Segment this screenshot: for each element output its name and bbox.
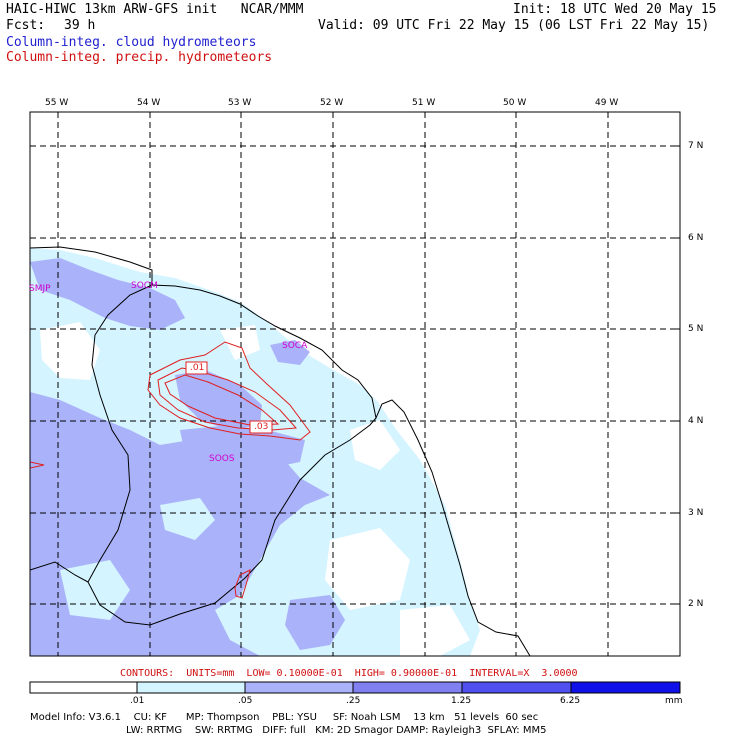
lon-label: 52 W — [320, 98, 344, 108]
lat-label: 2 N — [688, 599, 704, 609]
station-label: SOCA — [282, 341, 308, 351]
lat-label: 3 N — [688, 508, 704, 518]
lon-label: 51 W — [412, 98, 436, 108]
model-info-line2: LW: RRTMG SW: RRTMG DIFF: full KM: 2D Sm… — [126, 725, 547, 736]
lon-label: 50 W — [503, 98, 527, 108]
border — [30, 561, 89, 583]
clear-patch — [400, 605, 470, 656]
frame-ticks — [57, 112, 680, 605]
map-frame — [29, 111, 681, 657]
colorbar — [29, 681, 681, 694]
colorbar-unit: mm — [665, 696, 683, 706]
lat-label: 4 N — [688, 416, 704, 426]
clear-patch — [350, 420, 400, 470]
contour-label: .03 — [254, 422, 269, 432]
colorbar-tick: 6.25 — [560, 696, 581, 706]
colorbar-tick: .25 — [346, 696, 361, 706]
clear-patch — [60, 560, 130, 620]
station-label: SOOS — [209, 454, 235, 464]
lon-label: 53 W — [228, 98, 252, 108]
clear-patch — [40, 322, 100, 380]
lon-label: 55 W — [45, 98, 69, 108]
precip-contour — [147, 341, 311, 441]
contour-label-box — [249, 420, 273, 434]
cloud-field-mid — [285, 595, 345, 650]
contour-label: .01 — [190, 363, 205, 373]
contour-info: CONTOURS: UNITS=mm LOW= 0.10000E-01 HIGH… — [120, 668, 578, 679]
valid-time: Valid: 09 UTC Fri 22 May 15 (06 LST Fri … — [318, 18, 710, 33]
cloud-field-mid — [270, 340, 310, 365]
lat-label: 5 N — [688, 324, 704, 334]
station-label: SMJP — [29, 284, 51, 294]
precip-contour — [234, 569, 251, 599]
lon-label: 54 W — [137, 98, 161, 108]
lon-label: 49 W — [595, 98, 619, 108]
model-info-line1: Model Info: V3.6.1 CU: KF MP: Thompson P… — [30, 712, 539, 723]
clear-patch — [325, 528, 410, 610]
clear-patch — [220, 325, 260, 360]
precip-contour — [30, 461, 45, 469]
colorbar-tick: .05 — [238, 696, 253, 706]
cloud-field-mid — [30, 258, 185, 330]
colorbar-tick: .01 — [130, 696, 145, 706]
border — [87, 284, 377, 626]
station-label: SOCM — [131, 281, 158, 291]
cloud-field-mid — [175, 370, 262, 430]
init-time: Init: 18 UTC Wed 20 May 15 — [513, 2, 717, 17]
lat-label: 6 N — [688, 233, 704, 243]
precip-contour — [164, 374, 280, 426]
lat-label: 7 N — [688, 141, 704, 151]
fcst-label: Fcst: — [6, 18, 46, 33]
legend-cloud: Column-integ. cloud hydrometeors — [6, 35, 257, 50]
legend-precip: Column-integ. precip. hydrometeors — [6, 50, 273, 65]
fcst-value: 39 h — [64, 18, 96, 33]
contour-label-box — [185, 361, 208, 375]
clear-patch — [160, 498, 215, 540]
model-title: HAIC-HIWC 13km ARW-GFS init NCAR/MMM — [6, 2, 304, 17]
colorbar-tick: 1.25 — [451, 696, 472, 706]
